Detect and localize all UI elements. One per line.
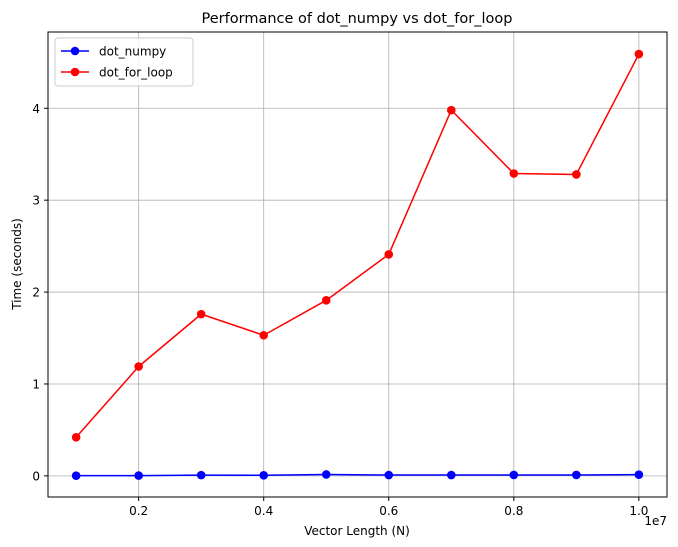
data-point-dot-numpy xyxy=(196,470,206,480)
data-point-dot-for-loop xyxy=(259,330,269,340)
data-point-dot-numpy xyxy=(446,470,456,480)
series-line-dot-numpy xyxy=(76,473,639,477)
data-point-dot-numpy xyxy=(134,471,143,480)
data-point-dot-for-loop xyxy=(634,49,644,59)
legend-swatch-marker-dot-for-loop xyxy=(70,67,80,77)
data-point-dot-numpy xyxy=(71,471,81,480)
data-point-dot-numpy xyxy=(259,471,269,480)
data-point-dot-for-loop xyxy=(321,296,331,305)
data-point-dot-for-loop xyxy=(384,250,394,259)
legend-box xyxy=(54,37,194,87)
data-point-dot-numpy xyxy=(634,470,644,479)
y-tick-label: 0 xyxy=(32,469,40,483)
plot-area xyxy=(48,32,667,497)
series-line-dot-for-loop xyxy=(75,53,640,438)
data-point-dot-numpy xyxy=(509,470,519,480)
y-tick-label: 3 xyxy=(32,194,40,208)
y-tick-label: 4 xyxy=(32,102,40,116)
data-point-dot-numpy xyxy=(572,470,581,480)
data-point-dot-for-loop xyxy=(572,170,581,179)
series-lines xyxy=(75,53,640,477)
data-point-dot-for-loop xyxy=(196,309,206,319)
plot-frame xyxy=(47,31,668,498)
x-tick-label: 0.6 xyxy=(379,504,398,518)
y-tick-label: 1 xyxy=(32,377,40,391)
legend-label-dot-numpy: dot_numpy xyxy=(99,45,166,59)
x-axis-ticks: 0.2 0.4 0.6 0.8 1.0 xyxy=(129,497,648,518)
x-axis-offset-label: 1e7 xyxy=(644,514,667,528)
x-tick-label: 0.2 xyxy=(129,504,148,518)
chart-title: Performance of dot_numpy vs dot_for_loop xyxy=(202,11,513,27)
data-point-dot-for-loop xyxy=(71,432,81,442)
y-axis-label: Time (seconds) xyxy=(10,218,24,311)
y-axis-ticks: 0 1 2 3 4 xyxy=(32,102,48,483)
legend: dot_numpy dot_for_loop xyxy=(54,37,194,87)
legend-label-dot-for-loop: dot_for_loop xyxy=(99,66,173,80)
data-point-dot-numpy xyxy=(384,470,394,480)
data-point-dot-for-loop xyxy=(134,362,143,371)
series-markers xyxy=(71,49,644,480)
data-point-dot-for-loop xyxy=(509,169,519,178)
data-point-dot-for-loop xyxy=(446,105,456,115)
x-tick-label: 0.8 xyxy=(504,504,523,518)
x-tick-label: 0.4 xyxy=(254,504,273,518)
legend-swatch-marker-dot-numpy xyxy=(70,46,80,56)
x-axis-label: Vector Length (N) xyxy=(304,524,410,538)
x-tick-label: 1.0 xyxy=(629,504,648,518)
data-point-dot-numpy xyxy=(321,470,331,479)
y-tick-label: 2 xyxy=(32,286,40,300)
grid xyxy=(48,32,667,497)
